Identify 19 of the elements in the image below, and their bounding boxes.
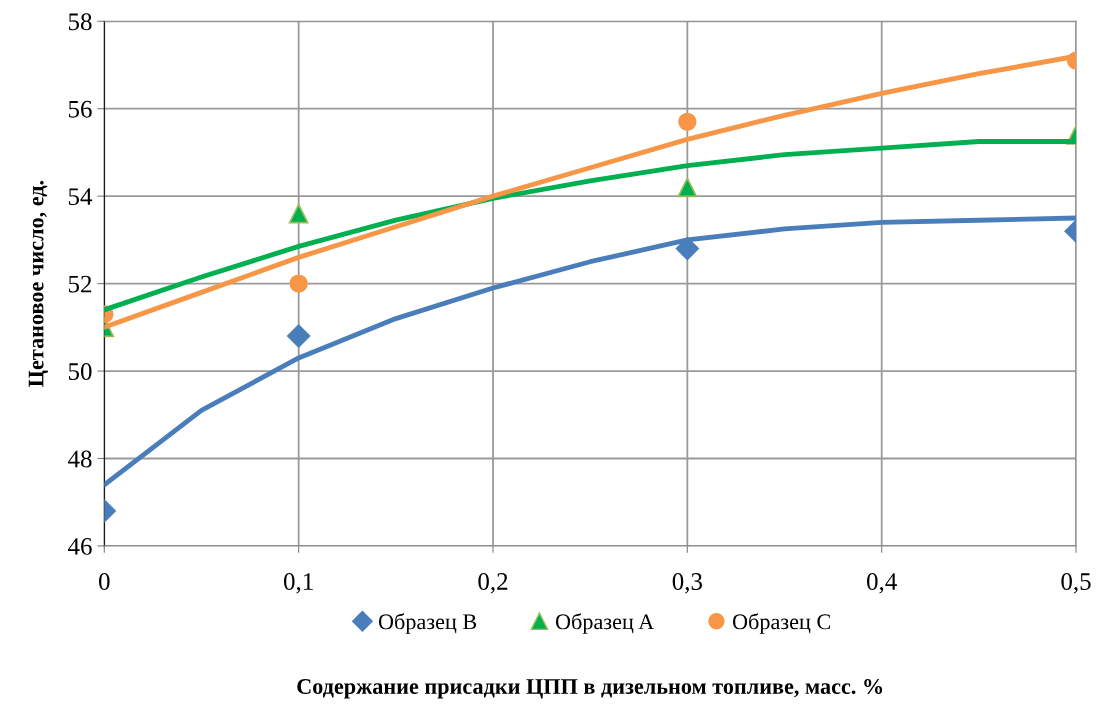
y-tick-label: 58 (68, 13, 92, 31)
x-axis-title: Содержание присадки ЦПП в дизельном топливе, масс. % (297, 678, 883, 699)
y-tick-label: 56 (68, 100, 92, 118)
legend-label: Образец C (732, 613, 831, 634)
x-tick-label: 0,4 (867, 573, 897, 594)
legend-label: Образец A (555, 613, 655, 634)
x-tick-label: 0,2 (478, 573, 508, 594)
x-tick-label: 0,3 (672, 573, 702, 594)
line-series (104, 215, 1077, 488)
y-tick-label: 50 (68, 363, 92, 380)
x-tick-label: 0,1 (283, 573, 313, 594)
legend-label: Образец B (378, 613, 477, 634)
x-tick-label: 0 (99, 573, 110, 590)
y-tick-label: 52 (68, 275, 92, 293)
y-tick-label: 46 (67, 538, 92, 555)
x-tick-label: 0,5 (1061, 573, 1091, 594)
y-tick-label: 54 (68, 188, 93, 206)
y-axis-title: Цетановое число, ед. (28, 180, 49, 387)
y-tick-label: 48 (67, 450, 92, 468)
